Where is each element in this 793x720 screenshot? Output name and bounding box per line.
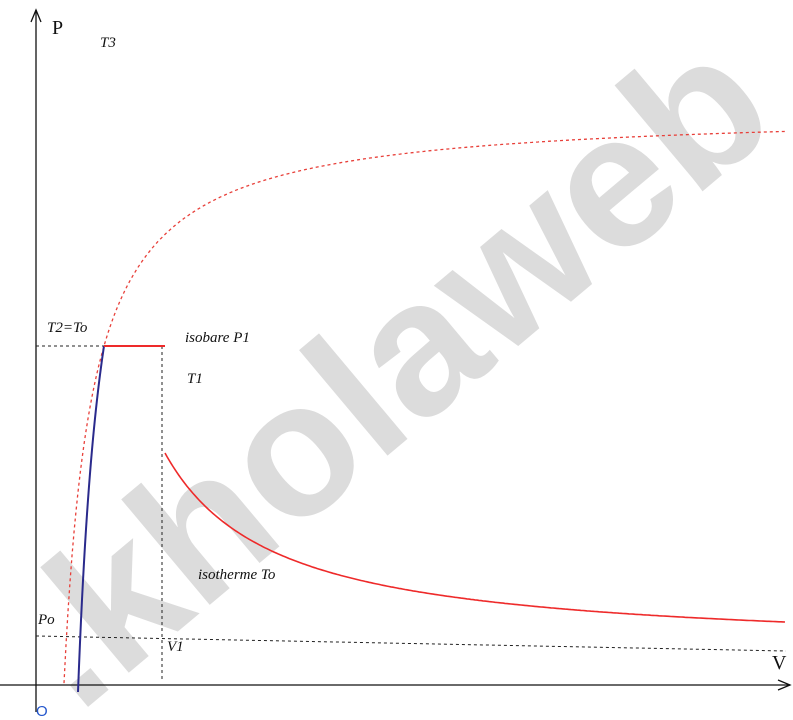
guide-lines <box>35 345 787 682</box>
t1-curve <box>164 452 786 623</box>
x-axis-label: V <box>772 652 787 674</box>
po-guide-line <box>35 635 787 652</box>
x-axis-arrowhead <box>777 679 792 691</box>
v1-label: V1 <box>167 639 184 655</box>
t3-label: T3 <box>100 35 116 51</box>
origin-label: O <box>36 703 48 720</box>
po-label: Po <box>37 612 55 628</box>
isotherm-label: isotherme To <box>198 567 276 583</box>
t2-label: T2=To <box>47 320 88 336</box>
y-axis-label: P <box>52 17 63 39</box>
isobar-label: isobare P1 <box>185 330 250 346</box>
y-axis-arrowhead <box>30 8 42 23</box>
isotherm-to-curve <box>63 130 787 684</box>
t1-label: T1 <box>187 371 203 387</box>
axes <box>0 8 792 712</box>
t3-curve <box>77 345 105 693</box>
